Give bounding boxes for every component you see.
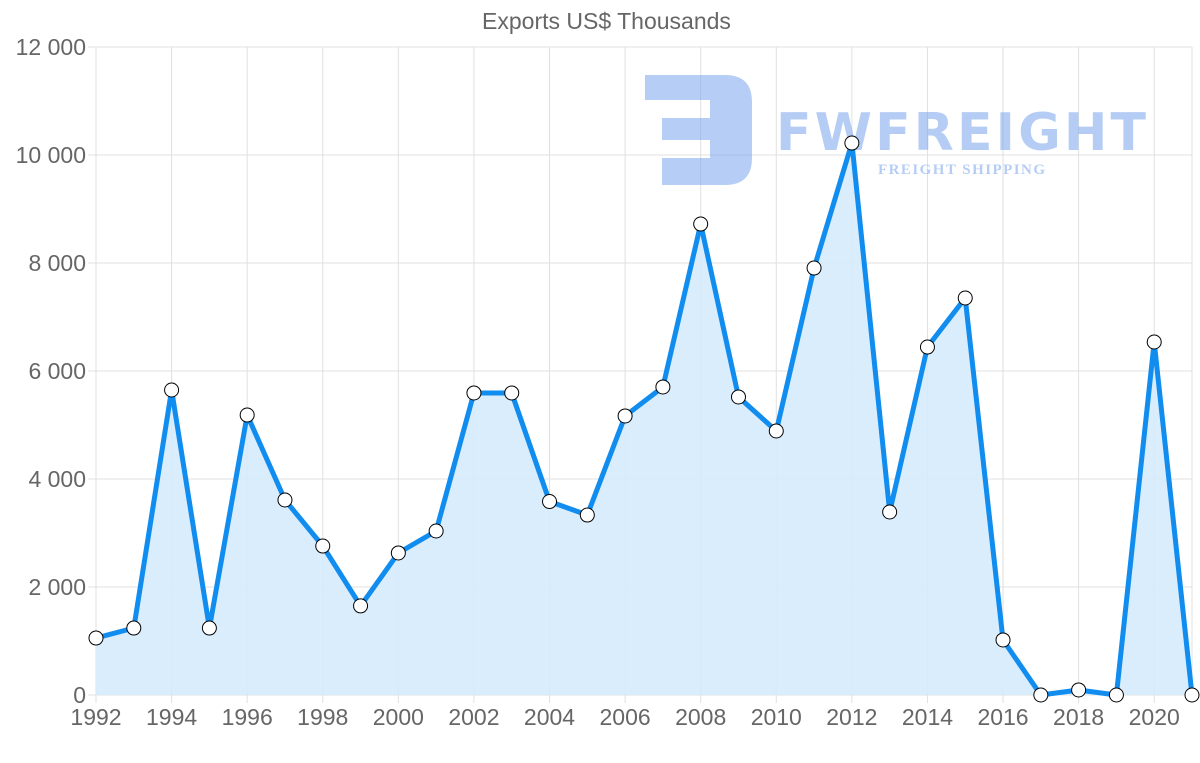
x-tick-label: 2016 bbox=[977, 704, 1028, 730]
x-tick-label: 2014 bbox=[902, 704, 953, 730]
data-point[interactable] bbox=[1071, 682, 1087, 698]
data-point[interactable] bbox=[1108, 687, 1124, 703]
brand-logo-icon bbox=[645, 75, 752, 185]
x-tick-label: 2006 bbox=[600, 704, 651, 730]
data-point[interactable] bbox=[693, 216, 709, 232]
x-tick-label: 2008 bbox=[675, 704, 726, 730]
x-tick-label: 2020 bbox=[1129, 704, 1180, 730]
data-line bbox=[95, 140, 1195, 698]
data-point[interactable] bbox=[353, 598, 369, 614]
x-tick-label: 2002 bbox=[448, 704, 499, 730]
y-tick-label: 8 000 bbox=[28, 250, 86, 276]
data-point[interactable] bbox=[844, 135, 860, 151]
x-tick-label: 1994 bbox=[146, 704, 197, 730]
data-point[interactable] bbox=[768, 423, 784, 439]
y-tick-label: 0 bbox=[73, 682, 86, 708]
data-point[interactable] bbox=[957, 290, 973, 306]
data-point[interactable] bbox=[655, 379, 671, 395]
x-tick-label: 2018 bbox=[1053, 704, 1104, 730]
data-point[interactable] bbox=[315, 538, 331, 554]
data-point[interactable] bbox=[390, 545, 406, 561]
y-tick-label: 4 000 bbox=[28, 466, 86, 492]
y-tick-label: 12 000 bbox=[16, 34, 86, 60]
y-tick-label: 2 000 bbox=[28, 574, 86, 600]
y-tick-label: 6 000 bbox=[28, 358, 86, 384]
data-point[interactable] bbox=[1146, 334, 1162, 350]
data-point[interactable] bbox=[1184, 687, 1200, 703]
x-tick-label: 2004 bbox=[524, 704, 575, 730]
data-point[interactable] bbox=[504, 385, 520, 401]
data-point[interactable] bbox=[730, 389, 746, 405]
data-point[interactable] bbox=[806, 260, 822, 276]
data-point[interactable] bbox=[428, 523, 444, 539]
y-tick-label: 10 000 bbox=[16, 142, 86, 168]
x-tick-label: 1998 bbox=[297, 704, 348, 730]
data-point[interactable] bbox=[239, 407, 255, 423]
data-point[interactable] bbox=[277, 492, 293, 508]
data-point[interactable] bbox=[579, 507, 595, 523]
x-tick-label: 2012 bbox=[826, 704, 877, 730]
data-point[interactable] bbox=[466, 385, 482, 401]
brand-tagline: FREIGHT SHIPPING bbox=[878, 162, 1045, 178]
data-point[interactable] bbox=[919, 339, 935, 355]
data-point[interactable] bbox=[882, 504, 898, 520]
data-point[interactable] bbox=[542, 494, 558, 510]
area-fill bbox=[96, 143, 1192, 695]
x-tick-label: 1992 bbox=[70, 704, 121, 730]
data-point[interactable] bbox=[126, 620, 142, 636]
x-tick-label: 1996 bbox=[222, 704, 273, 730]
chart-title: Exports US$ Thousands bbox=[482, 8, 731, 34]
x-tick-label: 2010 bbox=[751, 704, 802, 730]
data-point[interactable] bbox=[1033, 687, 1049, 703]
data-point[interactable] bbox=[617, 408, 633, 424]
data-point[interactable] bbox=[164, 382, 180, 398]
data-point[interactable] bbox=[201, 620, 217, 636]
x-tick-label: 2000 bbox=[373, 704, 424, 730]
data-point[interactable] bbox=[88, 630, 104, 646]
brand-name: FWFREIGHT bbox=[776, 103, 1147, 163]
data-point[interactable] bbox=[995, 632, 1011, 648]
